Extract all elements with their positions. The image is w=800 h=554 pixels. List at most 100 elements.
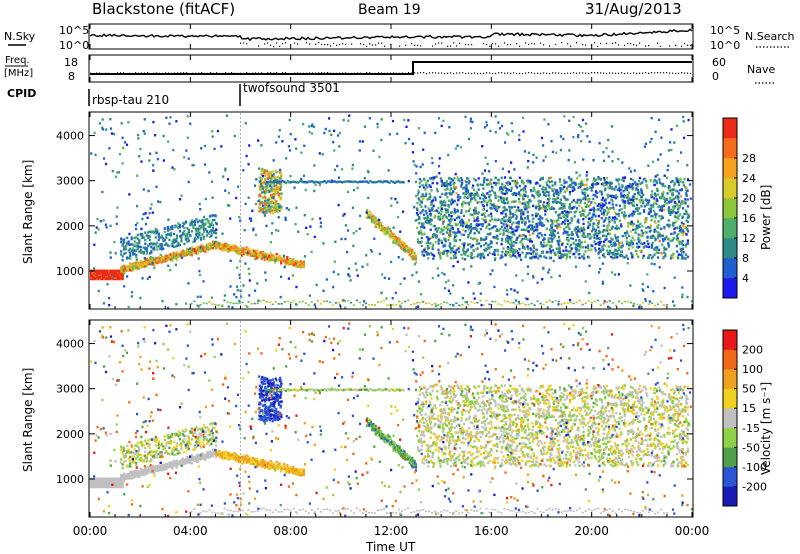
power-cell xyxy=(265,255,268,258)
power-cell xyxy=(607,210,610,214)
power-cell xyxy=(353,180,356,183)
power-cell xyxy=(142,213,145,216)
power-cell xyxy=(142,251,145,255)
power-cell xyxy=(603,214,606,217)
power-cell xyxy=(566,210,569,213)
power-cell xyxy=(599,237,602,240)
power-cell xyxy=(451,247,454,250)
power-cell xyxy=(567,239,570,242)
power-cell xyxy=(651,204,654,207)
power-cell xyxy=(109,277,112,281)
power-cell xyxy=(450,177,453,181)
power-cell xyxy=(128,232,131,236)
power-cell xyxy=(199,249,203,253)
power-cell xyxy=(532,252,535,255)
power-cell xyxy=(112,277,115,281)
power-cell xyxy=(619,188,623,192)
power-cell xyxy=(517,192,521,196)
power-cell xyxy=(156,157,159,161)
power-cell xyxy=(555,221,559,224)
nave-point xyxy=(162,72,164,75)
power-cell xyxy=(611,150,614,153)
power-cell xyxy=(240,295,243,298)
nave-point xyxy=(126,72,128,75)
power-cell xyxy=(337,180,340,183)
power-cell xyxy=(275,206,278,209)
nsearch-point xyxy=(267,42,269,44)
power-cell xyxy=(622,190,625,193)
power-cell xyxy=(617,247,620,250)
power-cell xyxy=(450,225,453,228)
power-cell xyxy=(450,187,453,190)
power-cell xyxy=(260,180,263,184)
power-cell xyxy=(472,184,475,187)
power-cell xyxy=(482,213,485,216)
power-cell xyxy=(509,212,512,215)
power-cell xyxy=(506,188,509,191)
power-cell xyxy=(632,178,635,182)
nave-point xyxy=(663,72,665,74)
power-cell xyxy=(579,242,582,245)
power-cell xyxy=(465,186,468,189)
power-cell xyxy=(403,250,406,253)
power-cell xyxy=(147,234,150,238)
power-cell xyxy=(136,264,139,267)
power-cell xyxy=(463,192,466,195)
power-cell xyxy=(654,175,657,178)
power-cell xyxy=(183,226,186,230)
power-cell xyxy=(120,250,123,253)
power-cell xyxy=(627,196,631,199)
power-cell xyxy=(296,265,299,268)
power-cell xyxy=(561,255,565,258)
power-cell xyxy=(174,238,177,241)
power-cell xyxy=(652,205,655,209)
power-cell xyxy=(90,271,93,274)
power-cell xyxy=(336,164,339,168)
power-cell xyxy=(638,176,641,180)
nave-point xyxy=(441,72,443,74)
power-cell xyxy=(620,225,623,228)
power-cell xyxy=(685,194,688,197)
power-cell xyxy=(195,229,198,232)
power-cell xyxy=(448,213,451,217)
nsearch-point xyxy=(375,44,377,46)
power-cell xyxy=(427,237,430,241)
power-cell xyxy=(582,222,585,226)
power-cell xyxy=(186,232,189,236)
power-cell xyxy=(207,219,210,223)
power-cell xyxy=(195,249,198,253)
power-cell xyxy=(577,235,580,238)
power-cell xyxy=(276,188,279,191)
power-cell xyxy=(682,200,685,204)
power-cell xyxy=(160,234,163,237)
nave-tick-top: 60 xyxy=(712,56,726,69)
nsearch-point xyxy=(330,45,332,47)
power-cell xyxy=(147,259,150,262)
power-cell xyxy=(557,200,560,204)
power-cell xyxy=(302,180,305,184)
power-cell xyxy=(530,252,533,255)
nave-point xyxy=(483,72,485,74)
power-cell xyxy=(169,234,172,237)
power-cell xyxy=(682,251,685,254)
power-cell xyxy=(327,180,330,183)
power-cell xyxy=(399,245,402,248)
power-cell xyxy=(609,251,612,254)
nave-point xyxy=(327,72,329,74)
power-cell xyxy=(685,219,688,222)
power-cell xyxy=(368,117,371,120)
power-cell xyxy=(428,192,431,195)
nave-point xyxy=(378,72,380,74)
power-cell xyxy=(555,219,558,223)
nave-point xyxy=(552,72,554,74)
power-cell xyxy=(647,256,650,259)
power-cell xyxy=(91,275,94,278)
power-cell xyxy=(606,196,610,199)
power-cell xyxy=(543,241,546,244)
power-cell xyxy=(663,208,666,212)
power-cell xyxy=(558,178,561,181)
power-cell xyxy=(413,257,416,261)
power-cell xyxy=(616,249,619,253)
power-cell xyxy=(636,246,639,249)
power-cell xyxy=(500,225,503,228)
